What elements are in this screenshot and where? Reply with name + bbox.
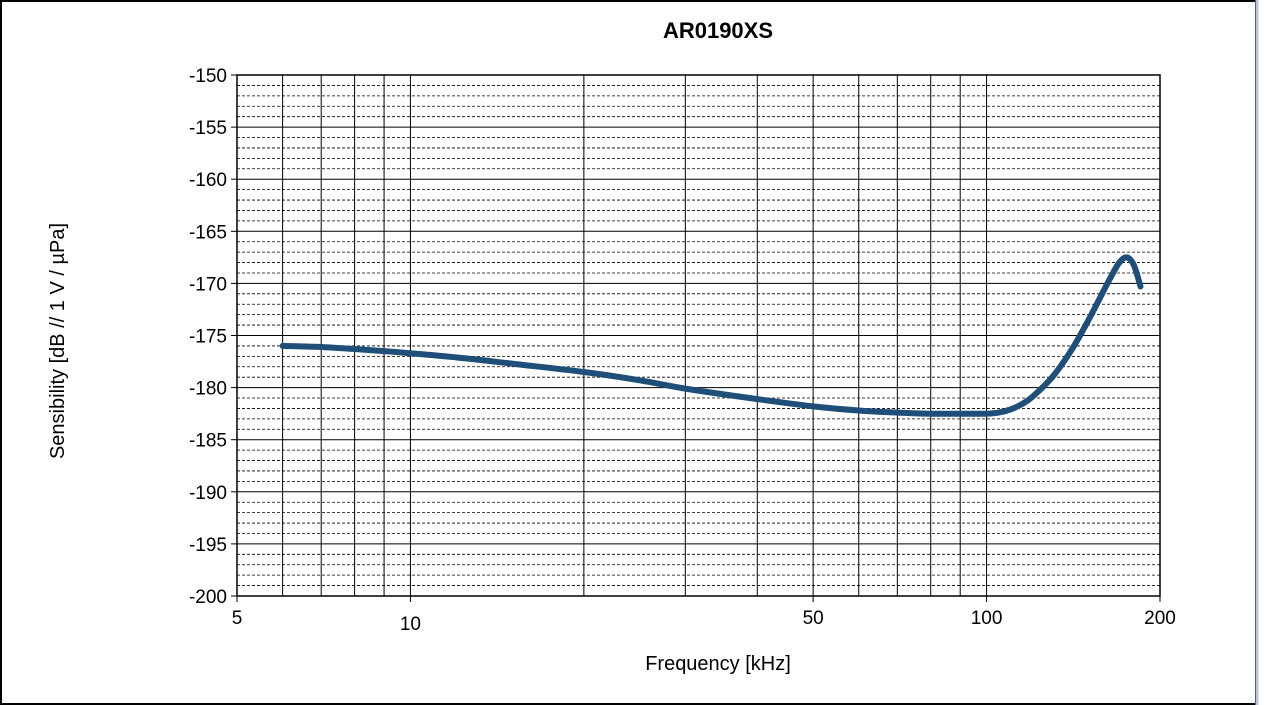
y-tick-label: -170	[189, 274, 227, 295]
x-axis-label: Frequency [kHz]	[645, 653, 791, 675]
y-tick-label: -195	[189, 535, 227, 556]
y-tick-label: -155	[189, 118, 227, 139]
series	[279, 254, 1144, 417]
y-axis-label: Sensibility [dB // 1 V / µPa]	[47, 223, 69, 459]
y-tick-label: -185	[189, 431, 227, 452]
y-tick-label: -190	[189, 483, 227, 504]
x-tick-label: 5	[232, 608, 243, 629]
y-tick-label: -200	[189, 587, 227, 608]
x-axis-ticks: 5 10 50 100 200	[232, 596, 1176, 635]
y-tick-label: -165	[189, 222, 227, 243]
grid	[237, 74, 1160, 597]
series-line	[279, 254, 1144, 417]
x-tick-label: 100	[971, 608, 1003, 629]
x-tick-label: 10	[400, 614, 421, 635]
y-tick-label: -175	[189, 327, 227, 348]
chart-title: AR0190XS	[663, 18, 773, 43]
y-axis-ticks: -150 -155 -160 -165 -170 -175 -180 -185 -190 -195…	[189, 66, 237, 608]
x-tick-label: 50	[803, 608, 824, 629]
y-tick-label: -150	[189, 66, 227, 87]
y-tick-label: -160	[189, 170, 227, 191]
y-tick-label: -180	[189, 379, 227, 400]
x-tick-label: 200	[1144, 608, 1176, 629]
